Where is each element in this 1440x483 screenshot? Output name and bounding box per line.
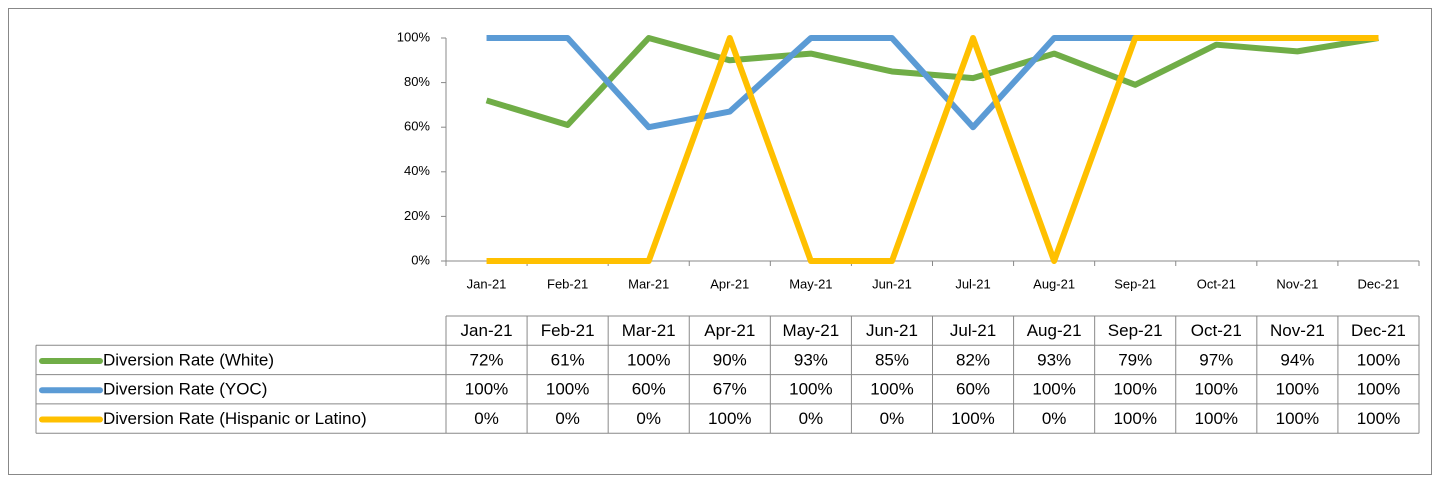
table-header: Apr-21 (704, 321, 755, 340)
table-cell: 0% (555, 409, 580, 428)
table-cell: 100% (1113, 409, 1156, 428)
legend-label: Diversion Rate (Hispanic or Latino) (103, 409, 367, 428)
table-cell: 0% (474, 409, 499, 428)
table-cell: 100% (1276, 380, 1319, 399)
table-header: Aug-21 (1027, 321, 1082, 340)
table-cell: 97% (1199, 350, 1233, 369)
legend-label: Diversion Rate (YOC) (103, 380, 267, 399)
y-tick-label: 80% (404, 74, 430, 89)
y-tick-label: 20% (404, 208, 430, 223)
table-cell: 79% (1118, 350, 1152, 369)
table-header: Sep-21 (1108, 321, 1163, 340)
table-cell: 100% (1113, 380, 1156, 399)
table-header: May-21 (783, 321, 840, 340)
table-cell: 100% (1032, 380, 1075, 399)
table-cell: 60% (632, 380, 666, 399)
table-cell: 0% (636, 409, 661, 428)
y-tick-label: 100% (397, 29, 431, 44)
y-tick-label: 0% (411, 252, 430, 267)
table-cell: 100% (1357, 380, 1400, 399)
table-header: Nov-21 (1270, 321, 1325, 340)
table-cell: 100% (1357, 350, 1400, 369)
table-header: Feb-21 (541, 321, 595, 340)
table-cell: 85% (875, 350, 909, 369)
table-cell: 93% (794, 350, 828, 369)
table-header: Jun-21 (866, 321, 918, 340)
table-header: Dec-21 (1351, 321, 1406, 340)
table-cell: 100% (708, 409, 751, 428)
table-cell: 100% (1276, 409, 1319, 428)
y-tick-label: 40% (404, 163, 430, 178)
legend-label: Diversion Rate (White) (103, 350, 274, 369)
table-cell: 72% (470, 350, 504, 369)
table-cell: 61% (551, 350, 585, 369)
table-cell: 100% (951, 409, 994, 428)
table-cell: 100% (1357, 409, 1400, 428)
table-cell: 67% (713, 380, 747, 399)
x-tick-label: Jul-21 (955, 276, 990, 291)
table-header: Oct-21 (1191, 321, 1242, 340)
x-tick-label: Mar-21 (628, 276, 669, 291)
series-line (486, 35, 1379, 264)
x-tick-label: May-21 (789, 276, 832, 291)
table-cell: 100% (1195, 409, 1238, 428)
chart-frame (8, 8, 1432, 475)
x-tick-label: Apr-21 (710, 276, 749, 291)
x-tick-label: Jun-21 (872, 276, 912, 291)
table-cell: 0% (880, 409, 905, 428)
table-header: Mar-21 (622, 321, 676, 340)
series-line (485, 35, 1379, 128)
x-tick-label: Oct-21 (1197, 276, 1236, 291)
x-tick-label: Sep-21 (1114, 276, 1156, 291)
table-header: Jul-21 (950, 321, 996, 340)
x-tick-label: Jan-21 (467, 276, 507, 291)
y-tick-label: 60% (404, 119, 430, 134)
table-cell: 100% (789, 380, 832, 399)
x-tick-label: Dec-21 (1357, 276, 1399, 291)
table-cell: 0% (799, 409, 824, 428)
table-cell: 100% (1195, 380, 1238, 399)
x-tick-label: Nov-21 (1276, 276, 1318, 291)
table-cell: 93% (1037, 350, 1071, 369)
table-header: Jan-21 (461, 321, 513, 340)
table-cell: 100% (546, 380, 589, 399)
table-cell: 0% (1042, 409, 1067, 428)
table-cell: 100% (627, 350, 670, 369)
table-cell: 90% (713, 350, 747, 369)
x-tick-label: Aug-21 (1033, 276, 1075, 291)
table-cell: 82% (956, 350, 990, 369)
table-cell: 94% (1280, 350, 1314, 369)
table-cell: 60% (956, 380, 990, 399)
x-tick-label: Feb-21 (547, 276, 588, 291)
table-cell: 100% (465, 380, 508, 399)
table-cell: 100% (870, 380, 913, 399)
